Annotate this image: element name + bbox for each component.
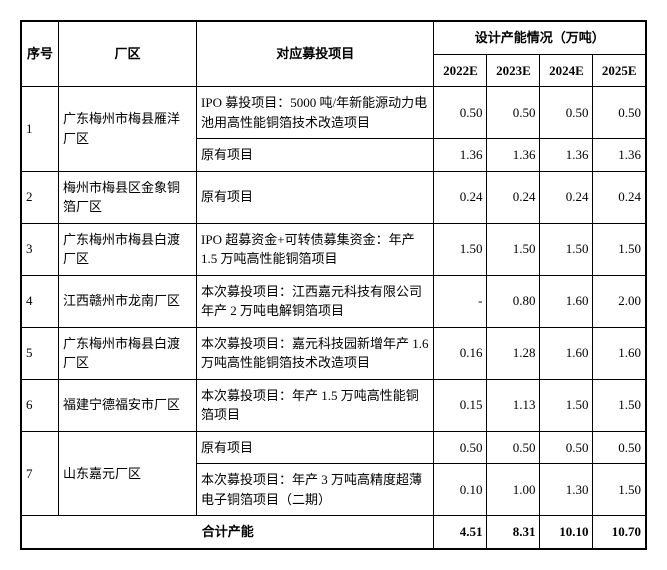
total-label: 合计产能 [21,516,434,549]
header-seq: 序号 [21,21,59,87]
table-row: 3 广东梅州市梅县白渡厂区 IPO 超募资金+可转债募集资金：年产 1.5 万吨… [21,223,646,275]
proj-cell: 本次募投项目：年产 1.5 万吨高性能铜箔项目 [197,379,434,431]
value-cell: 0.24 [434,171,487,223]
value-cell: 1.60 [593,327,646,379]
value-cell: 1.50 [540,379,593,431]
value-cell: 1.36 [540,139,593,172]
value-cell: 0.15 [434,379,487,431]
header-2024: 2024E [540,54,593,87]
table-row: 5 广东梅州市梅县白渡厂区 本次募投项目：嘉元科技园新增年产 1.6 万吨高性能… [21,327,646,379]
value-cell: 0.50 [540,87,593,139]
total-row: 合计产能 4.51 8.31 10.10 10.70 [21,516,646,549]
zone-cell: 广东梅州市梅县雁洋厂区 [59,87,197,172]
value-cell: 1.50 [593,379,646,431]
value-cell: 1.28 [487,327,540,379]
value-cell: 0.50 [487,431,540,464]
value-cell: 1.13 [487,379,540,431]
value-cell: 0.50 [593,431,646,464]
value-cell: 0.24 [487,171,540,223]
value-cell: 1.50 [593,464,646,516]
value-cell: 1.50 [593,223,646,275]
proj-cell: IPO 募投项目：5000 吨/年新能源动力电池用高性能铜箔技术改造项目 [197,87,434,139]
value-cell: 0.80 [487,275,540,327]
seq-cell: 3 [21,223,59,275]
value-cell: 0.50 [487,87,540,139]
header-zone: 厂区 [59,21,197,87]
value-cell: 1.36 [593,139,646,172]
value-cell: 1.50 [540,223,593,275]
zone-cell: 广东梅州市梅县白渡厂区 [59,327,197,379]
value-cell: 0.50 [434,87,487,139]
value-cell: 1.50 [434,223,487,275]
zone-cell: 福建宁德福安市厂区 [59,379,197,431]
proj-cell: 原有项目 [197,431,434,464]
proj-cell: 原有项目 [197,139,434,172]
seq-cell: 5 [21,327,59,379]
value-cell: 1.50 [487,223,540,275]
value-cell: 1.36 [434,139,487,172]
zone-cell: 江西赣州市龙南厂区 [59,275,197,327]
header-2022: 2022E [434,54,487,87]
proj-cell: IPO 超募资金+可转债募集资金：年产 1.5 万吨高性能铜箔项目 [197,223,434,275]
table-body: 1 广东梅州市梅县雁洋厂区 IPO 募投项目：5000 吨/年新能源动力电池用高… [21,87,646,549]
total-value: 4.51 [434,516,487,549]
proj-cell: 原有项目 [197,171,434,223]
table-row: 7 山东嘉元厂区 原有项目 0.50 0.50 0.50 0.50 [21,431,646,464]
seq-cell: 6 [21,379,59,431]
value-cell: 0.50 [593,87,646,139]
zone-cell: 广东梅州市梅县白渡厂区 [59,223,197,275]
proj-cell: 本次募投项目：江西嘉元科技有限公司年产 2 万吨电解铜箔项目 [197,275,434,327]
capacity-table: 序号 厂区 对应募投项目 设计产能情况（万吨） 2022E 2023E 2024… [20,20,647,550]
proj-cell: 本次募投项目：嘉元科技园新增年产 1.6 万吨高性能铜箔技术改造项目 [197,327,434,379]
value-cell: 2.00 [593,275,646,327]
table-row: 6 福建宁德福安市厂区 本次募投项目：年产 1.5 万吨高性能铜箔项目 0.15… [21,379,646,431]
value-cell: 1.60 [540,275,593,327]
value-cell: 0.50 [540,431,593,464]
value-cell: 0.16 [434,327,487,379]
seq-cell: 7 [21,431,59,516]
total-value: 10.70 [593,516,646,549]
table-row: 4 江西赣州市龙南厂区 本次募投项目：江西嘉元科技有限公司年产 2 万吨电解铜箔… [21,275,646,327]
table-row: 2 梅州市梅县区金象铜箔厂区 原有项目 0.24 0.24 0.24 0.24 [21,171,646,223]
value-cell: 1.36 [487,139,540,172]
table-row: 1 广东梅州市梅县雁洋厂区 IPO 募投项目：5000 吨/年新能源动力电池用高… [21,87,646,139]
header-2023: 2023E [487,54,540,87]
total-value: 10.10 [540,516,593,549]
value-cell: 0.24 [593,171,646,223]
value-cell: 1.30 [540,464,593,516]
value-cell: 0.24 [540,171,593,223]
value-cell: 0.10 [434,464,487,516]
total-value: 8.31 [487,516,540,549]
seq-cell: 1 [21,87,59,172]
seq-cell: 4 [21,275,59,327]
value-cell: 1.60 [540,327,593,379]
header-2025: 2025E [593,54,646,87]
value-cell: 0.50 [434,431,487,464]
seq-cell: 2 [21,171,59,223]
header-capacity-group: 设计产能情况（万吨） [434,21,646,54]
value-cell: 1.00 [487,464,540,516]
header-proj: 对应募投项目 [197,21,434,87]
proj-cell: 本次募投项目：年产 3 万吨高精度超薄电子铜箔项目（二期） [197,464,434,516]
value-cell: - [434,275,487,327]
zone-cell: 山东嘉元厂区 [59,431,197,516]
zone-cell: 梅州市梅县区金象铜箔厂区 [59,171,197,223]
